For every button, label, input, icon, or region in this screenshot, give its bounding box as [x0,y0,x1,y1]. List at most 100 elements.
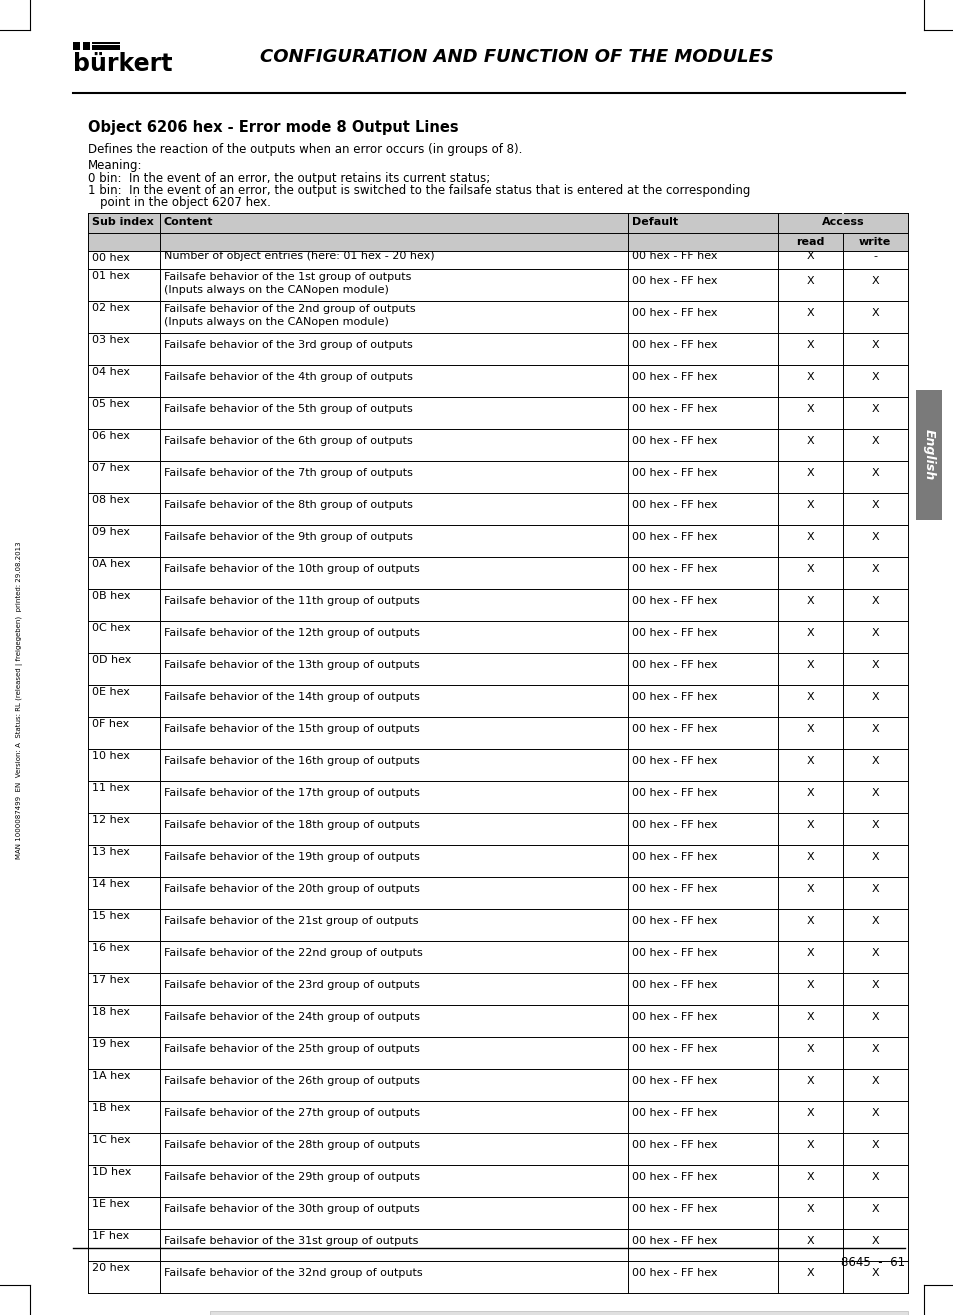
Text: 1D hex: 1D hex [91,1166,132,1177]
Text: X: X [870,756,878,767]
Text: 00 hex - FF hex: 00 hex - FF hex [631,756,717,767]
Bar [88,213,907,251]
Text: X: X [870,1076,878,1086]
Text: X: X [805,308,813,318]
Text: X: X [870,341,878,350]
Text: 00 hex - FF hex: 00 hex - FF hex [631,1109,717,1118]
Text: 00 hex - FF hex: 00 hex - FF hex [631,660,717,671]
Text: X: X [870,596,878,606]
Text: Object 6206 hex - Error mode 8 Output Lines: Object 6206 hex - Error mode 8 Output Li… [88,120,458,135]
Text: X: X [870,725,878,734]
Text: 00 hex - FF hex: 00 hex - FF hex [631,341,717,350]
Text: 00 hex - FF hex: 00 hex - FF hex [631,1268,717,1278]
Text: write: write [858,237,890,247]
Text: X: X [805,1205,813,1214]
Bar [91,42,120,43]
Text: X: X [870,533,878,542]
Text: X: X [870,948,878,959]
Text: 0E hex: 0E hex [91,686,130,697]
Text: 1A hex: 1A hex [91,1070,131,1081]
Text: 07 hex: 07 hex [91,463,130,473]
Text: Failsafe behavior of the 7th group of outputs: Failsafe behavior of the 7th group of ou… [164,468,413,477]
Text: Failsafe behavior of the 10th group of outputs: Failsafe behavior of the 10th group of o… [164,564,419,575]
Text: Failsafe behavior of the 17th group of outputs: Failsafe behavior of the 17th group of o… [164,788,419,798]
Text: bürkert: bürkert [73,53,172,76]
Text: CONFIGURATION AND FUNCTION OF THE MODULES: CONFIGURATION AND FUNCTION OF THE MODULE… [260,49,773,66]
Bar [83,42,90,50]
Text: Failsafe behavior of the 3rd group of outputs: Failsafe behavior of the 3rd group of ou… [164,341,413,350]
Text: 00 hex - FF hex: 00 hex - FF hex [631,917,717,926]
Text: X: X [805,533,813,542]
Text: Failsafe behavior of the 1st group of outputs: Failsafe behavior of the 1st group of ou… [164,272,411,281]
Text: 00 hex - FF hex: 00 hex - FF hex [631,1044,717,1055]
Text: 08 hex: 08 hex [91,494,130,505]
Text: Failsafe behavior of the 19th group of outputs: Failsafe behavior of the 19th group of o… [164,852,419,863]
Text: X: X [870,884,878,894]
Text: X: X [805,468,813,477]
Text: 1E hex: 1E hex [91,1199,130,1208]
Text: X: X [805,1076,813,1086]
Text: X: X [805,660,813,671]
Text: 13 hex: 13 hex [91,847,130,857]
Text: 06 hex: 06 hex [91,431,130,441]
Text: Failsafe behavior of the 18th group of outputs: Failsafe behavior of the 18th group of o… [164,821,419,830]
Text: X: X [805,372,813,381]
Text: 18 hex: 18 hex [91,1007,130,1016]
Bar [91,45,120,50]
Text: 10 hex: 10 hex [91,751,130,761]
Text: 16 hex: 16 hex [91,943,130,953]
Text: Content: Content [164,217,213,227]
Text: Failsafe behavior of the 32nd group of outputs: Failsafe behavior of the 32nd group of o… [164,1268,422,1278]
Text: 1C hex: 1C hex [91,1135,131,1145]
Text: 00 hex - FF hex: 00 hex - FF hex [631,468,717,477]
Text: X: X [805,692,813,702]
Text: X: X [805,821,813,830]
Text: 00 hex - FF hex: 00 hex - FF hex [631,692,717,702]
Text: 14 hex: 14 hex [91,878,130,889]
Text: 03 hex: 03 hex [91,335,130,345]
Text: 00 hex - FF hex: 00 hex - FF hex [631,980,717,990]
Text: 00 hex: 00 hex [91,252,130,263]
Text: 00 hex - FF hex: 00 hex - FF hex [631,1172,717,1182]
Text: X: X [805,884,813,894]
Text: 11 hex: 11 hex [91,782,130,793]
Text: 09 hex: 09 hex [91,527,130,537]
Text: Number of object entries (here: 01 hex - 20 hex): Number of object entries (here: 01 hex -… [164,251,435,260]
Text: Failsafe behavior of the 14th group of outputs: Failsafe behavior of the 14th group of o… [164,692,419,702]
Text: Meaning:: Meaning: [88,159,142,172]
Text: X: X [805,629,813,638]
Text: 0A hex: 0A hex [91,559,131,569]
Text: Default: Default [631,217,678,227]
Text: X: X [870,1140,878,1151]
Text: X: X [805,1044,813,1055]
Text: X: X [870,564,878,575]
Text: X: X [870,1268,878,1278]
Text: X: X [805,1236,813,1247]
Text: Failsafe behavior of the 12th group of outputs: Failsafe behavior of the 12th group of o… [164,629,419,638]
Bar [915,391,941,519]
Text: 01 hex: 01 hex [91,271,130,281]
Text: 02 hex: 02 hex [91,302,130,313]
Text: Failsafe behavior of the 28th group of outputs: Failsafe behavior of the 28th group of o… [164,1140,419,1151]
Text: 12 hex: 12 hex [91,815,130,825]
Text: Sub index: Sub index [91,217,153,227]
Text: 00 hex - FF hex: 00 hex - FF hex [631,1236,717,1247]
Text: Failsafe behavior of the 5th group of outputs: Failsafe behavior of the 5th group of ou… [164,404,413,414]
Text: 00 hex - FF hex: 00 hex - FF hex [631,596,717,606]
Text: 0C hex: 0C hex [91,623,131,633]
Text: 00 hex - FF hex: 00 hex - FF hex [631,948,717,959]
Text: 1F hex: 1F hex [91,1231,129,1241]
Text: X: X [805,251,813,260]
Text: 00 hex - FF hex: 00 hex - FF hex [631,821,717,830]
Text: X: X [870,1109,878,1118]
Text: X: X [805,500,813,510]
Text: X: X [870,1044,878,1055]
Text: X: X [805,948,813,959]
Text: X: X [805,341,813,350]
Text: 00 hex - FF hex: 00 hex - FF hex [631,1205,717,1214]
Text: X: X [805,596,813,606]
Text: -: - [872,251,876,260]
Text: X: X [870,437,878,446]
Text: 00 hex - FF hex: 00 hex - FF hex [631,852,717,863]
Bar [841,213,843,233]
